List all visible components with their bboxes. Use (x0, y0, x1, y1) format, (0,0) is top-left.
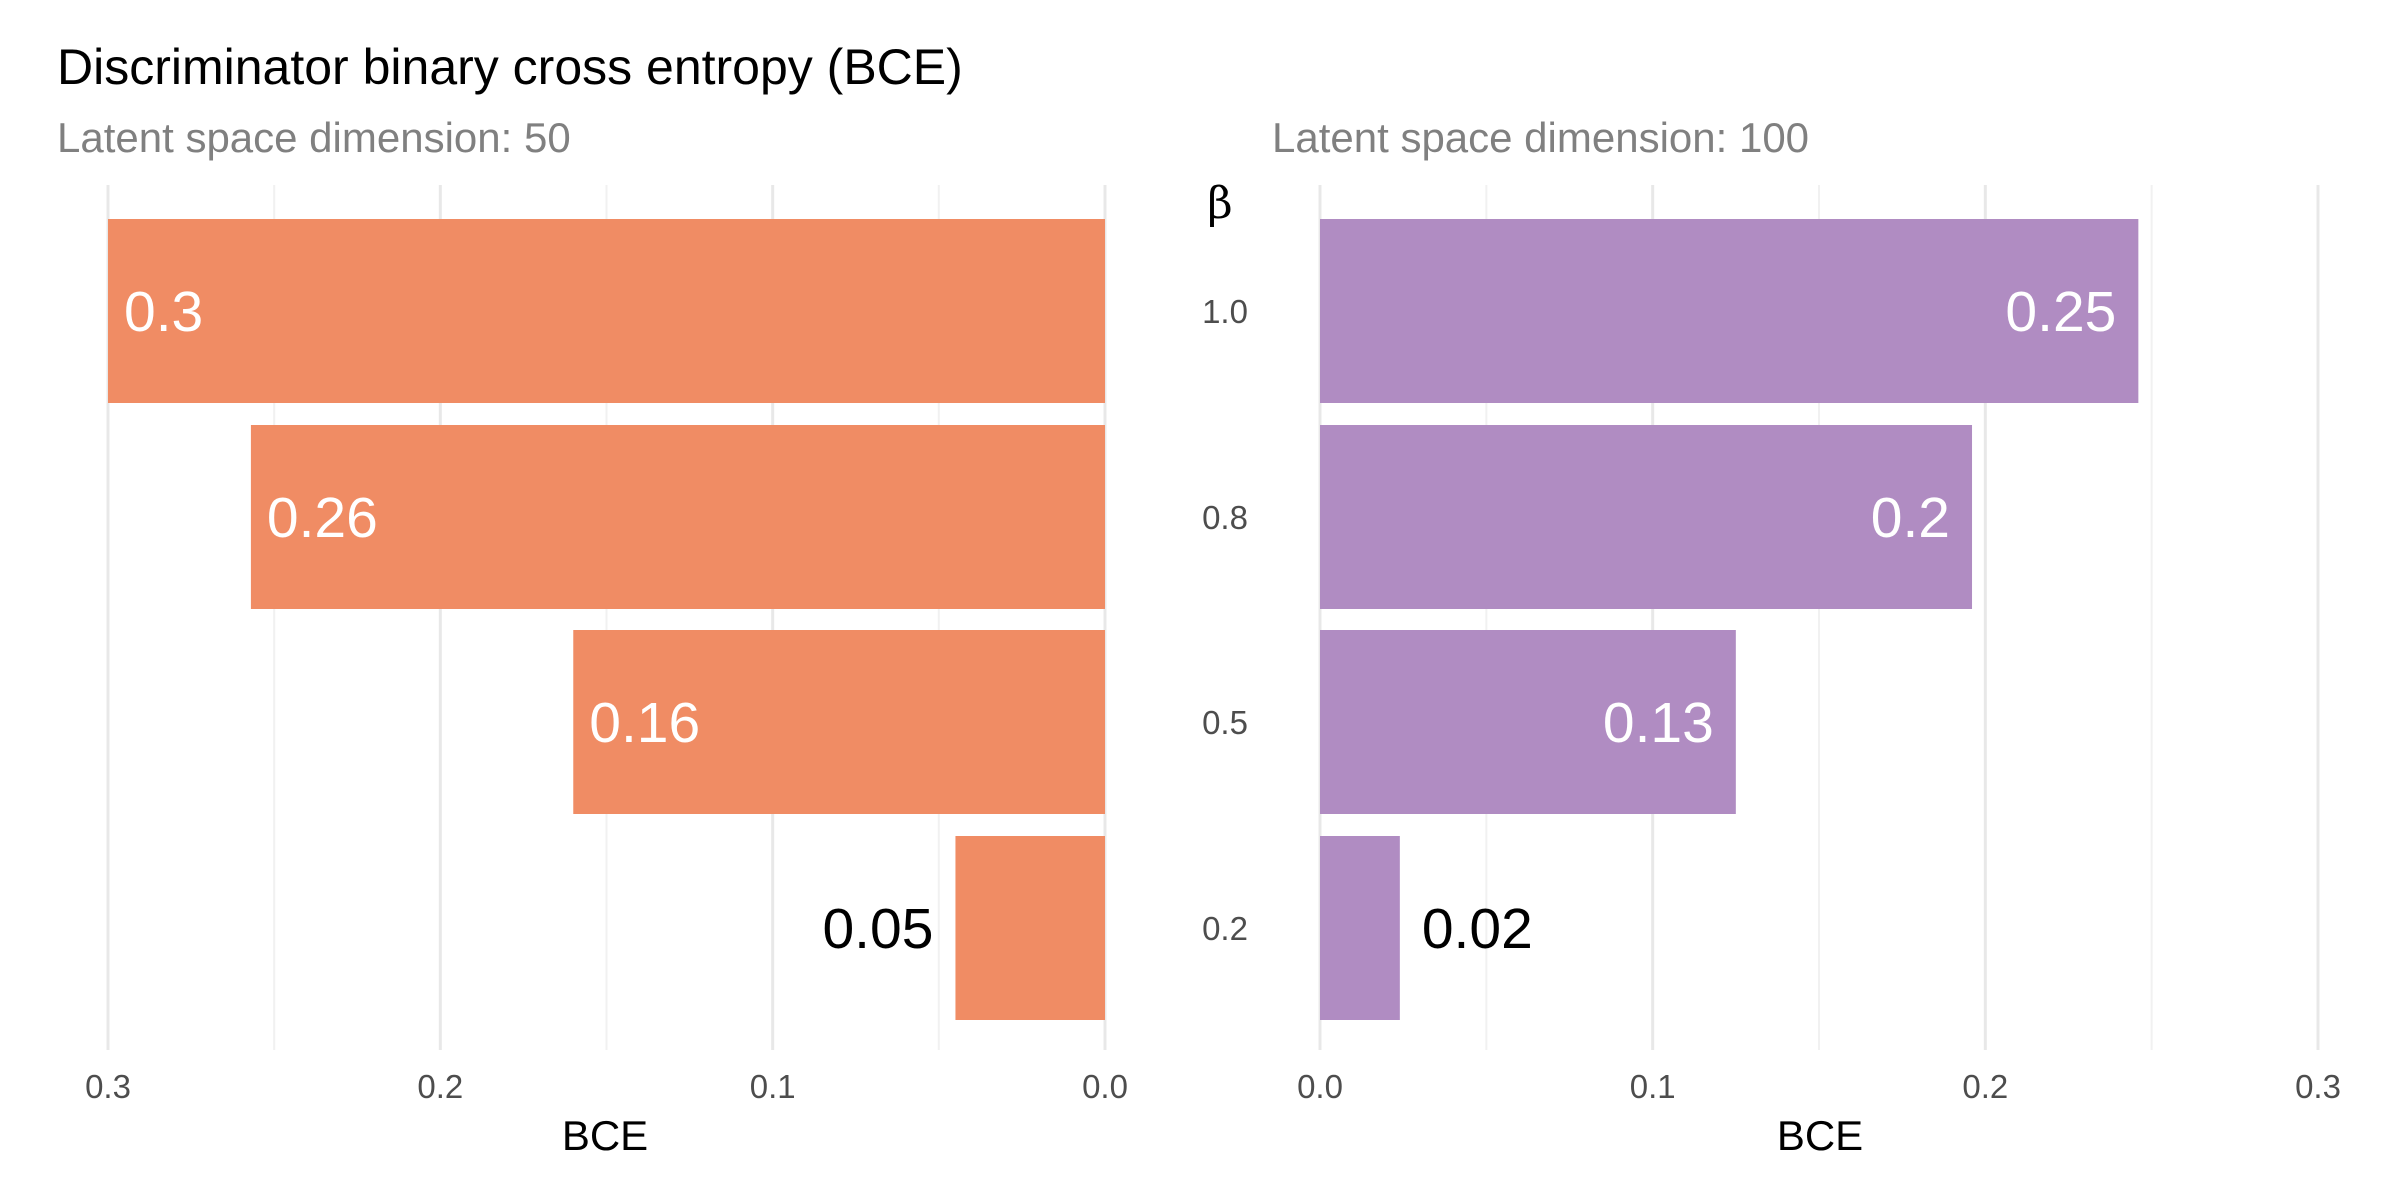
right-panel-subtitle: Latent space dimension: 100 (1272, 114, 1809, 161)
x-tick-label: 0.2 (417, 1068, 463, 1105)
bar (1320, 425, 1973, 609)
chart-title: Discriminator binary cross entropy (BCE) (57, 39, 963, 95)
bar (955, 836, 1105, 1020)
bar-value-label: 0.16 (589, 691, 700, 755)
bar (1320, 836, 1400, 1020)
beta-tick-label: 1.0 (1202, 293, 1248, 330)
bar (108, 219, 1105, 403)
bar-value-label: 0.26 (267, 486, 378, 550)
beta-tick-label: 0.2 (1202, 910, 1248, 947)
x-tick-label: 0.3 (2295, 1068, 2341, 1105)
bar (250, 425, 1106, 609)
bar-value-label: 0.13 (1603, 691, 1714, 755)
x-tick-label: 0.1 (1630, 1068, 1676, 1105)
bar (1320, 630, 1736, 814)
x-tick-label: 0.3 (85, 1068, 131, 1105)
right-panel: 0.0 0.1 0.2 0.3 0.25 0.2 0.13 0.02 (1297, 185, 2341, 1105)
beta-category-axis: 1.0 0.8 0.5 0.2 (1202, 293, 1248, 947)
bar-value-label: 0.25 (2005, 280, 2116, 344)
bar (1320, 219, 2139, 403)
right-x-axis-title: BCE (1777, 1112, 1863, 1159)
bar-value-label: 0.02 (1422, 897, 1533, 961)
bar-value-label: 0.3 (124, 280, 203, 344)
bar (573, 630, 1105, 814)
beta-tick-label: 0.8 (1202, 499, 1248, 536)
left-panel-subtitle: Latent space dimension: 50 (57, 114, 571, 161)
left-x-axis-title: BCE (562, 1112, 648, 1159)
x-tick-label: 0.2 (1962, 1068, 2008, 1105)
bar-value-label: 0.2 (1871, 486, 1950, 550)
left-panel: 0.3 0.2 0.1 0.0 0.3 0.26 0.16 0.05 (85, 185, 1128, 1105)
x-tick-label: 0.1 (750, 1068, 796, 1105)
beta-tick-label: 0.5 (1202, 704, 1248, 741)
x-tick-label: 0.0 (1082, 1068, 1128, 1105)
x-tick-label: 0.0 (1297, 1068, 1343, 1105)
bar-value-label: 0.05 (822, 897, 933, 961)
beta-axis-title: β (1207, 178, 1232, 229)
